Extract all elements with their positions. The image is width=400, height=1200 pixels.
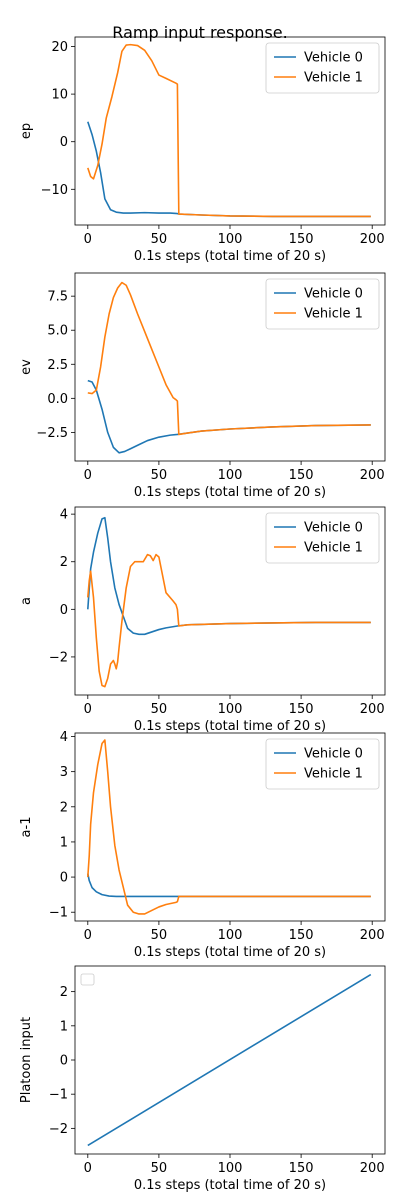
legend-label: Vehicle 0 [304, 287, 363, 302]
y-tick-label: 7.5 [47, 290, 68, 305]
x-tick-label: 100 [218, 928, 243, 943]
series-line-1 [87, 739, 371, 915]
y-tick-label: 3 [60, 765, 68, 780]
x-tick-label: 0 [84, 1161, 92, 1176]
y-tick-label: 0 [60, 135, 68, 150]
x-tick-label: 200 [360, 1161, 385, 1176]
x-tick-label: 100 [218, 1161, 243, 1176]
y-axis-label: Platoon input [19, 1017, 34, 1103]
x-tick-label: 150 [289, 232, 314, 247]
y-axis-label: ep [19, 123, 34, 139]
x-axis-label: 0.1s steps (total time of 20 s) [134, 249, 326, 264]
y-tick-label: 0 [60, 871, 68, 886]
subplot-a: 0 50 100 150 200 −2 0 2 4 0.1s steps (total time … [19, 506, 386, 734]
x-tick-label: 200 [360, 702, 385, 717]
x-tick-label: 150 [289, 928, 314, 943]
y-tick-label: 2 [60, 800, 68, 815]
x-axis-label: 0.1s steps (total time of 20 s) [134, 945, 326, 960]
x-tick-label: 200 [360, 928, 385, 943]
series-line-1 [87, 43, 371, 218]
x-tick-label: 200 [360, 232, 385, 247]
x-tick-label: 50 [151, 1161, 168, 1176]
x-axis-label: 0.1s steps (total time of 20 s) [134, 1178, 326, 1193]
y-tick-label: 5.0 [47, 324, 68, 339]
legend: Vehicle 0 Vehicle 1 [265, 738, 380, 790]
legend-label: Vehicle 0 [304, 521, 363, 536]
legend-box [80, 973, 95, 986]
y-tick-label: 0 [60, 603, 68, 618]
legend-label: Vehicle 1 [304, 541, 363, 556]
x-tick-label: 0 [84, 928, 92, 943]
legend-box [265, 278, 380, 330]
subplot-platoon-input: 0 50 100 150 200 −2 −1 0 1 2 0.1s steps (total tim… [19, 965, 386, 1193]
y-tick-label: 10 [51, 88, 68, 103]
x-tick-label: 50 [151, 232, 168, 247]
y-axis-label: a [19, 597, 34, 605]
y-tick-label: 2.5 [47, 358, 68, 373]
x-tick-label: 0 [84, 468, 92, 483]
y-tick-label: 0 [60, 1054, 68, 1069]
x-tick-label: 100 [218, 702, 243, 717]
subplot-ep: 0 50 100 150 200 −10 0 10 20 0.1s steps (total ti… [19, 36, 386, 264]
x-axis-label: 0.1s steps (total time of 20 s) [134, 485, 326, 500]
x-tick-label: 50 [151, 468, 168, 483]
x-tick-label: 50 [151, 928, 168, 943]
x-axis-label: 0.1s steps (total time of 20 s) [134, 719, 326, 734]
y-tick-label: 20 [51, 40, 68, 55]
legend-box [265, 512, 380, 564]
x-tick-label: 100 [218, 468, 243, 483]
y-tick-label: −1 [49, 1088, 68, 1103]
legend-label: Vehicle 0 [304, 747, 363, 762]
x-tick-label: 150 [289, 468, 314, 483]
legend-label: Vehicle 1 [304, 767, 363, 782]
legend-label: Vehicle 1 [304, 307, 363, 322]
y-tick-label: 4 [60, 730, 68, 745]
x-tick-label: 150 [289, 1161, 314, 1176]
legend-label: Vehicle 1 [304, 71, 363, 86]
y-tick-label: 0.0 [47, 392, 68, 407]
y-tick-label: −10 [41, 183, 68, 198]
x-tick-label: 150 [289, 702, 314, 717]
legend-box [265, 42, 380, 94]
y-tick-label: 4 [60, 508, 68, 523]
legend: Vehicle 0 Vehicle 1 [265, 278, 380, 330]
x-tick-label: 100 [218, 232, 243, 247]
y-tick-label: 2 [60, 985, 68, 1000]
subplot-a-1: 0 50 100 150 200 −1 0 1 2 3 4 0.1s steps (total tim… [19, 730, 386, 960]
y-axis-label: ev [19, 359, 34, 375]
legend-label: Vehicle 0 [304, 51, 363, 66]
series-line-0 [87, 873, 371, 898]
x-tick-label: 200 [360, 468, 385, 483]
subplot-ev: 0 50 100 150 200 −2.5 0.0 2.5 5.0 7.5 0.1s steps (… [19, 272, 386, 500]
y-tick-label: −1 [49, 906, 68, 921]
series-line-0 [87, 121, 371, 218]
x-tick-label: 50 [151, 702, 168, 717]
legend: Vehicle 0 Vehicle 1 [265, 512, 380, 564]
legend: Vehicle 0 Vehicle 1 [265, 42, 380, 94]
y-tick-label: 2 [60, 555, 68, 570]
series-line-0 [87, 973, 372, 1147]
y-tick-label: −2 [49, 1122, 68, 1137]
x-tick-label: 0 [84, 232, 92, 247]
y-axis-label: a-1 [19, 817, 34, 838]
figure-title: Ramp input response. [112, 23, 287, 42]
legend-box [265, 738, 380, 790]
y-tick-label: 1 [60, 835, 68, 850]
series-line-0 [87, 379, 371, 454]
x-tick-label: 0 [84, 702, 92, 717]
y-tick-label: −2 [49, 650, 68, 665]
y-tick-label: −2.5 [36, 426, 68, 441]
y-tick-label: 1 [60, 1019, 68, 1034]
series-line-1 [87, 281, 371, 436]
series-line-1 [87, 553, 371, 688]
